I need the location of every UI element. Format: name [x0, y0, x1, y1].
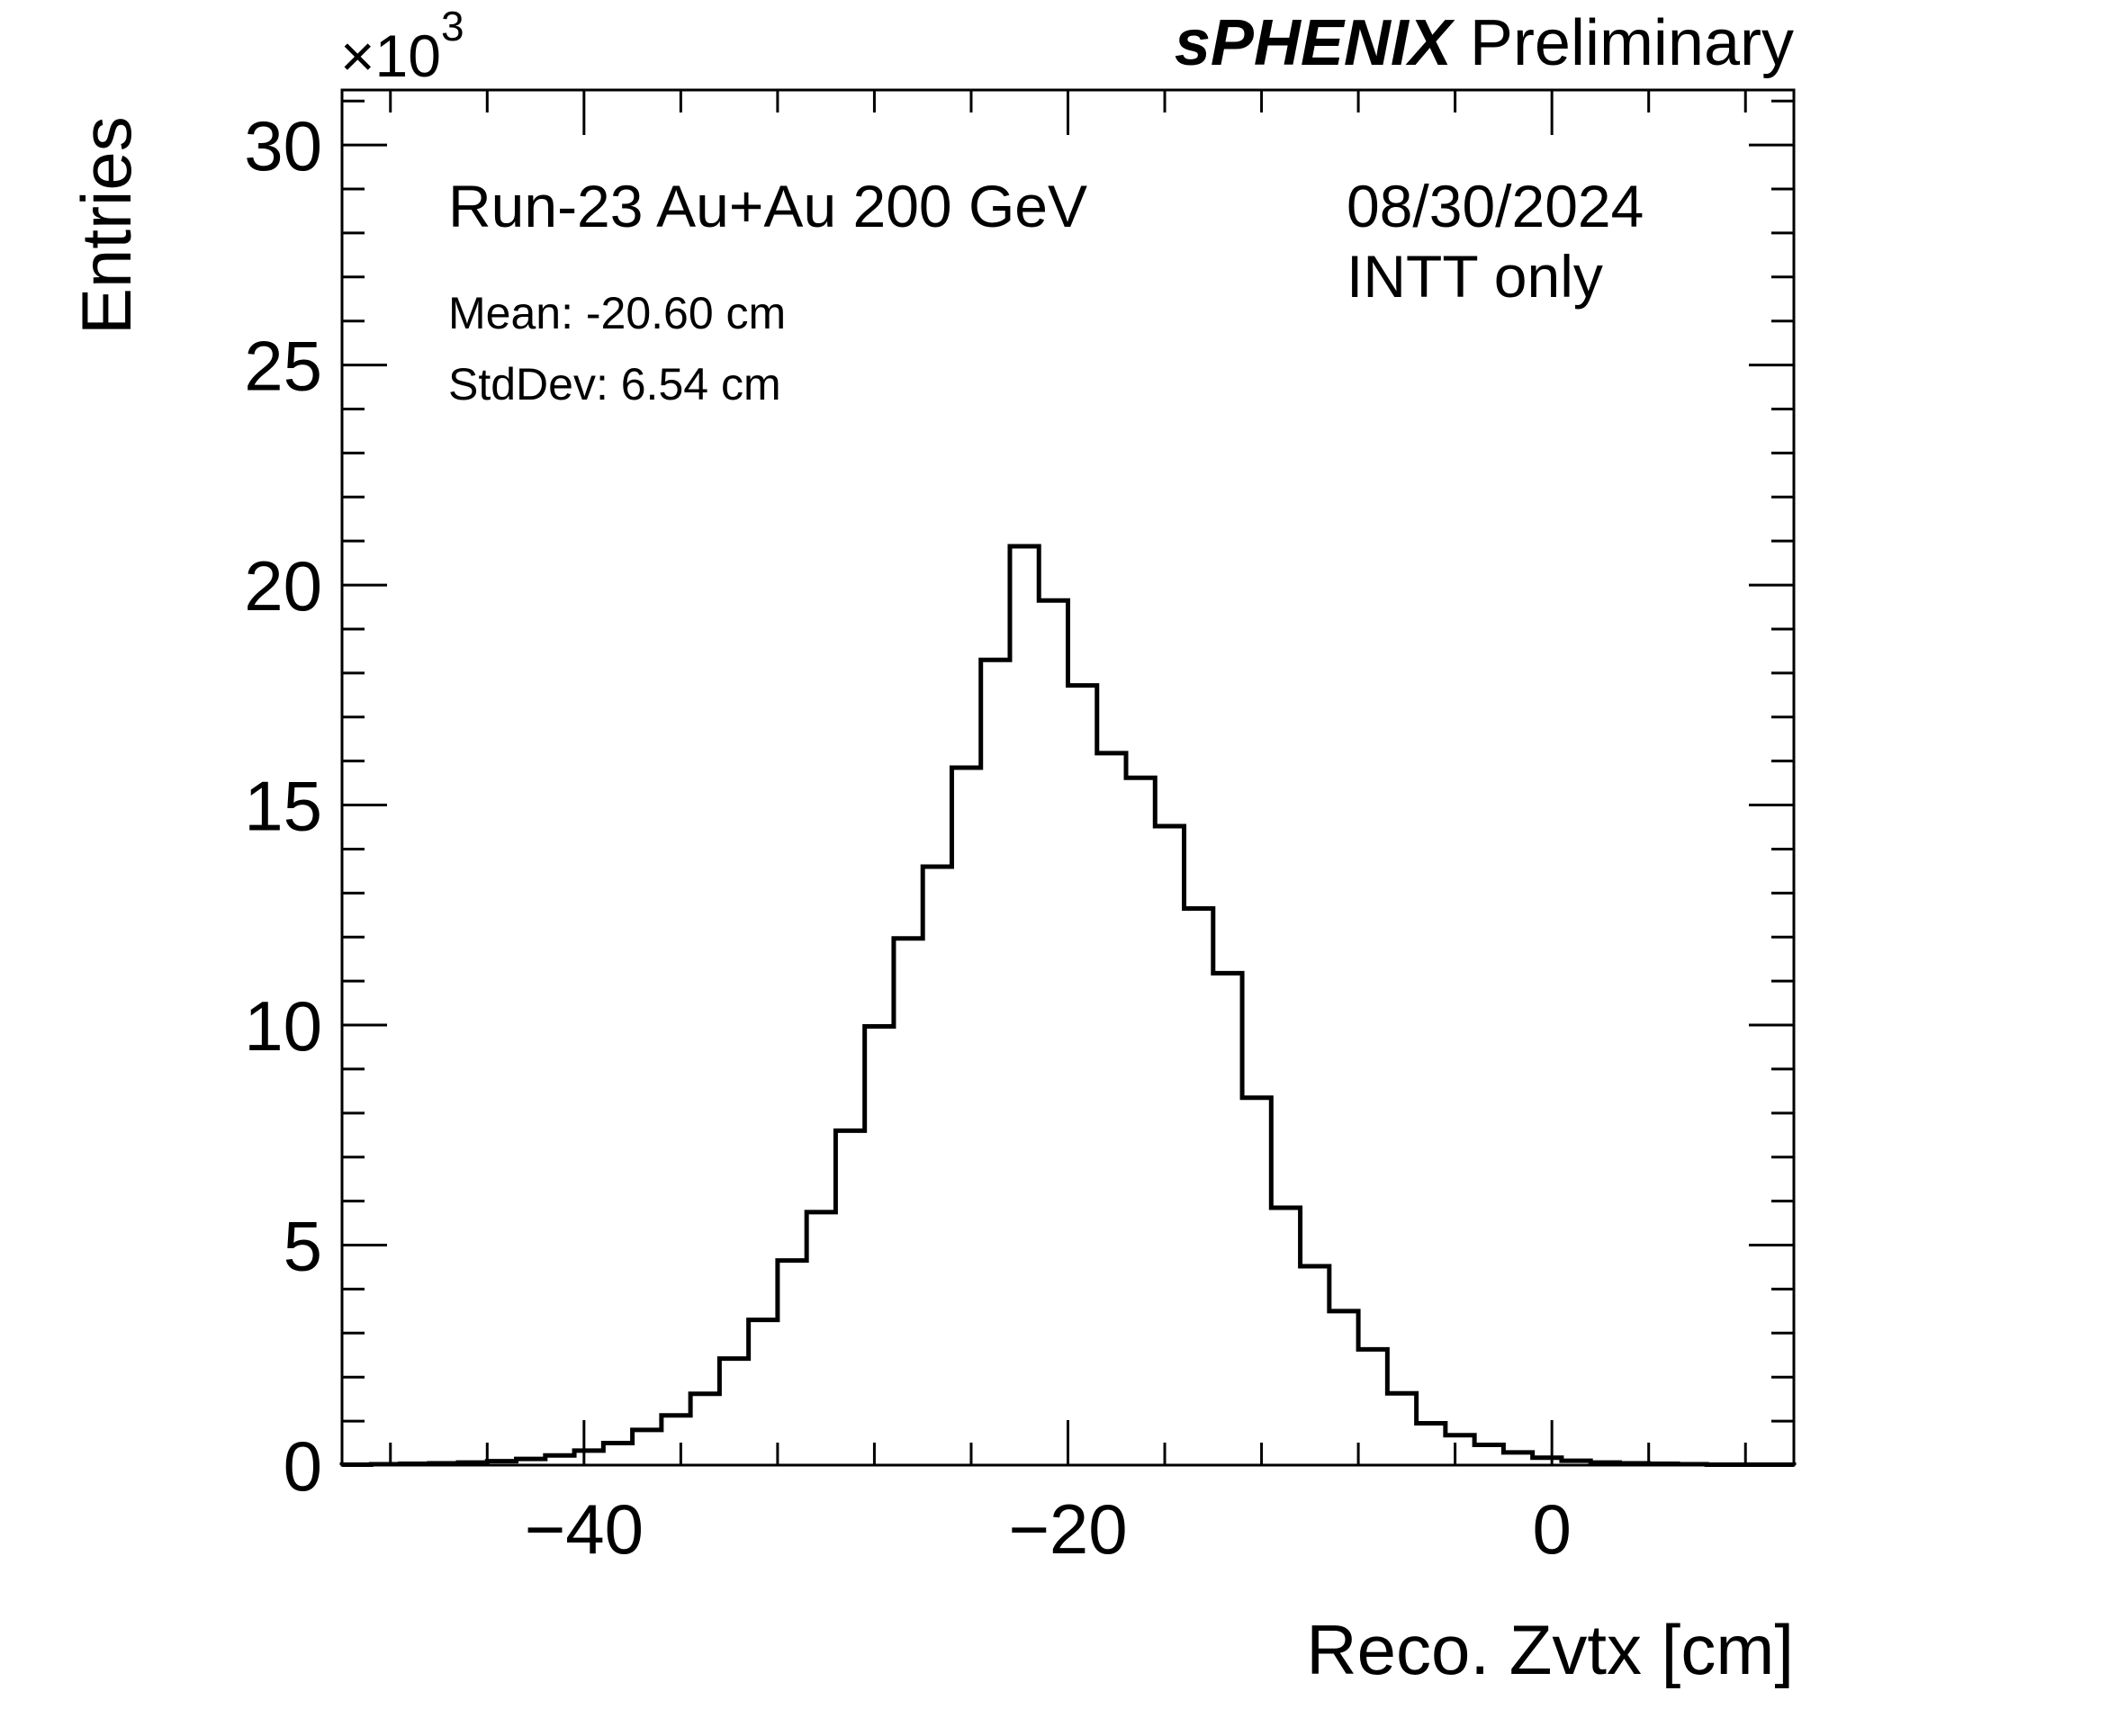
axis-ticks	[342, 90, 1794, 1467]
histogram-bin	[1155, 826, 1184, 1465]
histogram-bin	[865, 1027, 894, 1465]
histogram-bin	[603, 1444, 632, 1465]
histogram-bin	[1242, 1098, 1271, 1465]
y-tick-label: 10	[244, 986, 322, 1066]
stddev-label: StdDev: 6.54 cm	[448, 359, 781, 409]
y-tick-label: 30	[244, 106, 322, 185]
x-axis-label: Reco. Zvtx [cm]	[1306, 1610, 1794, 1689]
histogram-bin	[1213, 973, 1242, 1465]
y-multiplier-exponent: 3	[441, 3, 464, 49]
x-tick-label: 0	[1532, 1489, 1571, 1569]
header-text: sPHENIX Preliminary	[1175, 7, 1794, 79]
y-multiplier-base: ×10	[340, 22, 441, 89]
histogram-bin	[1010, 546, 1039, 1465]
date-label: 08/30/2024	[1347, 173, 1644, 239]
y-axis-label: Entries	[67, 116, 146, 335]
histogram-bin	[1446, 1435, 1474, 1465]
plot-frame	[340, 88, 1796, 1467]
histogram-bin	[1271, 1208, 1300, 1465]
histogram-bin	[835, 1130, 864, 1465]
histogram-bin	[778, 1261, 806, 1465]
histogram-bin	[981, 660, 1010, 1465]
histogram-bin	[662, 1416, 690, 1465]
histogram-bin	[806, 1212, 835, 1465]
y-tick-label: 15	[244, 767, 322, 846]
y-tick-label: 0	[284, 1426, 322, 1506]
histogram-bin	[719, 1359, 748, 1465]
histogram-bin	[1358, 1349, 1387, 1465]
mean-label: Mean: -20.60 cm	[448, 288, 786, 338]
histogram-bin	[690, 1394, 719, 1465]
histogram-bin	[1329, 1311, 1358, 1465]
histogram-bin	[1126, 778, 1155, 1465]
histogram-bin	[1301, 1266, 1329, 1465]
x-tick-labels: −40 −20 0	[525, 1489, 1572, 1569]
detector-label: INTT only	[1347, 243, 1603, 310]
histogram-bin	[1417, 1424, 1446, 1465]
histogram-bin	[1097, 753, 1126, 1465]
histogram-bin	[749, 1320, 778, 1465]
histogram-bin	[633, 1430, 662, 1465]
y-tick-labels: 0 5 10 15 20 25 30	[244, 106, 322, 1506]
x-tick-label: −40	[525, 1489, 644, 1569]
histogram-bin	[1039, 600, 1068, 1465]
status-label: Preliminary	[1470, 7, 1794, 79]
histogram-bin	[923, 867, 951, 1465]
histogram-bin	[1185, 908, 1213, 1465]
y-tick-label: 5	[284, 1207, 322, 1286]
histogram-outline	[339, 544, 1797, 1468]
histogram-bin	[894, 939, 923, 1465]
histogram-bin	[951, 768, 980, 1465]
histogram-bin	[1474, 1445, 1503, 1465]
run-label: Run-23 Au+Au 200 GeV	[448, 173, 1087, 239]
y-tick-label: 20	[244, 546, 322, 625]
y-multiplier: ×103	[340, 3, 464, 89]
histogram-bin	[1068, 686, 1097, 1465]
header: sPHENIX Preliminary	[1175, 7, 1794, 79]
experiment-name: sPHENIX	[1175, 7, 1455, 79]
histogram-bin	[1387, 1393, 1416, 1465]
x-tick-label: −20	[1008, 1489, 1127, 1569]
y-tick-label: 25	[244, 327, 322, 406]
